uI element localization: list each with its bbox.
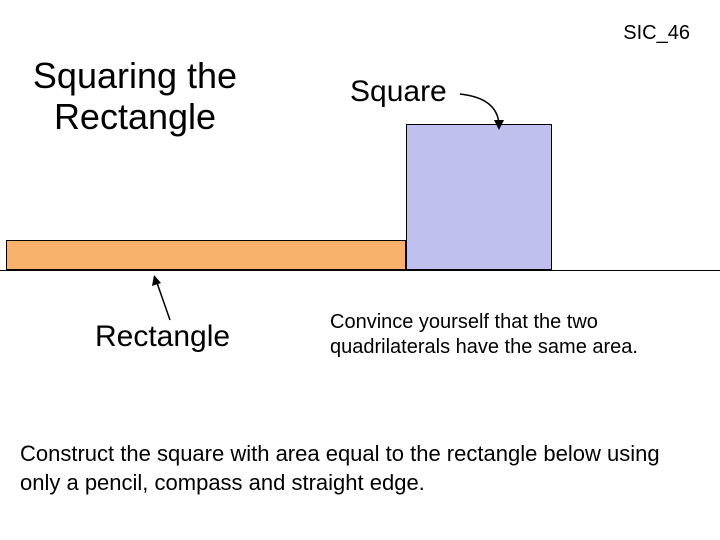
rectangle-label: Rectangle (95, 320, 230, 354)
construct-text: Construct the square with area equal to … (20, 440, 700, 497)
convince-text: Convince yourself that the two quadrilat… (330, 310, 680, 360)
